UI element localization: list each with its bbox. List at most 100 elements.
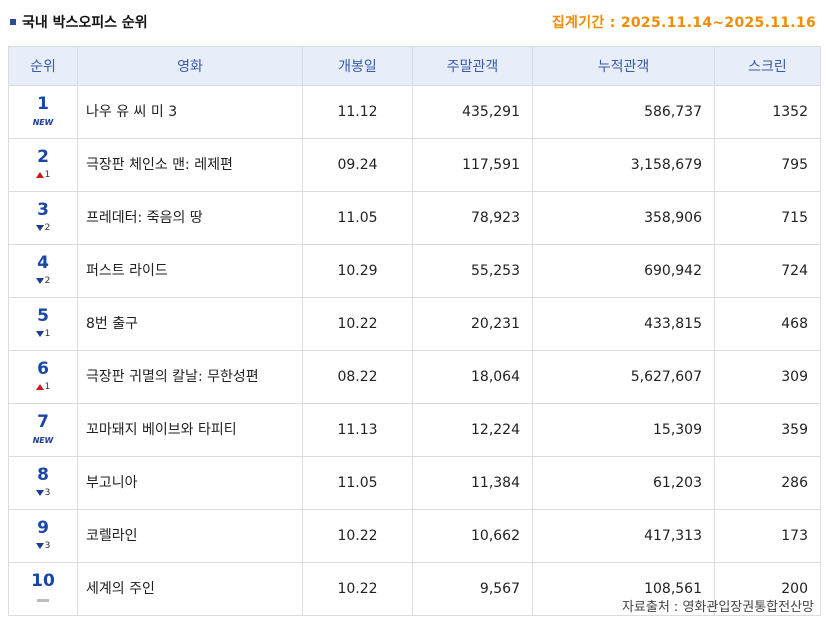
rank-cell: 10 bbox=[8, 562, 78, 616]
rank-change-amount: 3 bbox=[44, 488, 51, 498]
rank-number: 8 bbox=[37, 465, 49, 485]
table-row[interactable]: 4 2 퍼스트 라이드 10.29 55,253 690,942 724 bbox=[8, 244, 821, 298]
rank-number: 4 bbox=[37, 253, 49, 273]
rank-change: 1 bbox=[35, 382, 50, 393]
new-entry-badge: NEW bbox=[32, 436, 54, 445]
rank-change-amount: 1 bbox=[44, 329, 51, 339]
column-header-rank: 순위 bbox=[8, 46, 78, 86]
total-audience: 15,309 bbox=[532, 403, 715, 457]
rank-change: 1 bbox=[35, 329, 51, 340]
weekend-audience: 435,291 bbox=[412, 85, 533, 139]
total-audience: 358,906 bbox=[532, 191, 715, 245]
weekend-audience: 117,591 bbox=[412, 138, 533, 192]
table-row[interactable]: 5 1 8번 출구 10.22 20,231 433,815 468 bbox=[8, 297, 821, 351]
rank-change-amount: 2 bbox=[44, 276, 51, 286]
column-header-release: 개봉일 bbox=[302, 46, 413, 86]
data-source: 자료출처 : 영화관입장권통합전산망 bbox=[621, 600, 814, 615]
rank-number: 6 bbox=[37, 359, 49, 379]
new-entry-badge: NEW bbox=[32, 118, 54, 127]
rank-change: 2 bbox=[35, 223, 51, 234]
table-row[interactable]: 8 3 부고니아 11.05 11,384 61,203 286 bbox=[8, 456, 821, 510]
movie-title[interactable]: 나우 유 씨 미 3 bbox=[77, 85, 303, 139]
table-row[interactable]: 6 1 극장판 귀멸의 칼날: 무한성편 08.22 18,064 5,627,607 30… bbox=[8, 350, 821, 404]
total-audience: 417,313 bbox=[532, 509, 715, 563]
movie-title[interactable]: 8번 출구 bbox=[77, 297, 303, 351]
rank-change-amount: 1 bbox=[44, 170, 51, 180]
rank-number: 1 bbox=[37, 94, 49, 114]
table-body: 1 NEW 나우 유 씨 미 3 11.12 435,291 586,737 1352 2 1 극… bbox=[8, 85, 821, 616]
rank-change-amount: 2 bbox=[44, 223, 51, 233]
rank-up-arrow-icon bbox=[35, 384, 44, 390]
rank-cell: 1 NEW bbox=[8, 85, 78, 139]
screen-count: 795 bbox=[714, 138, 821, 192]
movie-title[interactable]: 부고니아 bbox=[77, 456, 303, 510]
weekend-audience: 10,662 bbox=[412, 509, 533, 563]
release-date: 10.22 bbox=[302, 562, 413, 616]
movie-title[interactable]: 꼬마돼지 베이브와 타피티 bbox=[77, 403, 303, 457]
rank-change: 3 bbox=[35, 541, 51, 552]
movie-title[interactable]: 프레데터: 죽음의 땅 bbox=[77, 191, 303, 245]
rank-up-arrow-icon bbox=[35, 172, 44, 178]
movie-title[interactable]: 극장판 체인소 맨: 레제편 bbox=[77, 138, 303, 192]
table-header-row: 순위 영화 개봉일 주말관객 누적관객 스크린 bbox=[8, 46, 821, 86]
rank-cell: 7 NEW bbox=[8, 403, 78, 457]
total-audience: 690,942 bbox=[532, 244, 715, 298]
screen-count: 309 bbox=[714, 350, 821, 404]
table-row[interactable]: 10 세계의 주인 10.22 9,567 108,561 200 bbox=[8, 562, 821, 616]
movie-title[interactable]: 퍼스트 라이드 bbox=[77, 244, 303, 298]
rank-down-arrow-icon bbox=[35, 543, 44, 549]
table-row[interactable]: 7 NEW 꼬마돼지 베이브와 타피티 11.13 12,224 15,309 359 bbox=[8, 403, 821, 457]
column-header-movie: 영화 bbox=[77, 46, 303, 86]
release-date: 11.13 bbox=[302, 403, 413, 457]
movie-title[interactable]: 극장판 귀멸의 칼날: 무한성편 bbox=[77, 350, 303, 404]
table-row[interactable]: 3 2 프레데터: 죽음의 땅 11.05 78,923 358,906 715 bbox=[8, 191, 821, 245]
rank-change: 2 bbox=[35, 276, 51, 287]
rank-unchanged-icon bbox=[37, 599, 49, 602]
weekend-audience: 9,567 bbox=[412, 562, 533, 616]
release-date: 10.22 bbox=[302, 509, 413, 563]
weekend-audience: 55,253 bbox=[412, 244, 533, 298]
table-row[interactable]: 2 1 극장판 체인소 맨: 레제편 09.24 117,591 3,158,679 795 bbox=[8, 138, 821, 192]
weekend-audience: 11,384 bbox=[412, 456, 533, 510]
column-header-screens: 스크린 bbox=[714, 46, 821, 86]
rank-down-arrow-icon bbox=[35, 278, 44, 284]
rank-change-amount: 3 bbox=[44, 541, 51, 551]
release-date: 10.22 bbox=[302, 297, 413, 351]
rank-number: 9 bbox=[37, 518, 49, 538]
screen-count: 724 bbox=[714, 244, 821, 298]
weekend-audience: 18,064 bbox=[412, 350, 533, 404]
screen-count: 173 bbox=[714, 509, 821, 563]
table-row[interactable]: 1 NEW 나우 유 씨 미 3 11.12 435,291 586,737 1352 bbox=[8, 85, 821, 139]
release-date: 11.05 bbox=[302, 456, 413, 510]
rank-number: 3 bbox=[37, 200, 49, 220]
square-bullet-icon bbox=[10, 19, 16, 25]
movie-title[interactable]: 세계의 주인 bbox=[77, 562, 303, 616]
page-title: 국내 박스오피스 순위 bbox=[22, 15, 148, 31]
total-audience: 433,815 bbox=[532, 297, 715, 351]
column-header-total: 누적관객 bbox=[532, 46, 715, 86]
total-audience: 61,203 bbox=[532, 456, 715, 510]
rank-number: 2 bbox=[37, 147, 49, 167]
total-audience: 108,561 bbox=[532, 562, 715, 616]
table-row[interactable]: 9 3 코렐라인 10.22 10,662 417,313 173 bbox=[8, 509, 821, 563]
weekend-audience: 78,923 bbox=[412, 191, 533, 245]
release-date: 08.22 bbox=[302, 350, 413, 404]
rank-change: 1 bbox=[35, 170, 51, 181]
column-header-weekend: 주말관객 bbox=[412, 46, 533, 86]
screen-count: 468 bbox=[714, 297, 821, 351]
rank-down-arrow-icon bbox=[35, 331, 44, 337]
rank-number: 10 bbox=[31, 571, 55, 591]
screen-count: 286 bbox=[714, 456, 821, 510]
movie-title[interactable]: 코렐라인 bbox=[77, 509, 303, 563]
release-date: 11.05 bbox=[302, 191, 413, 245]
screen-count: 1352 bbox=[714, 85, 821, 139]
title-wrap: 국내 박스오피스 순위 bbox=[10, 12, 148, 32]
total-audience: 5,627,607 bbox=[532, 350, 715, 404]
rank-number: 5 bbox=[37, 306, 49, 326]
